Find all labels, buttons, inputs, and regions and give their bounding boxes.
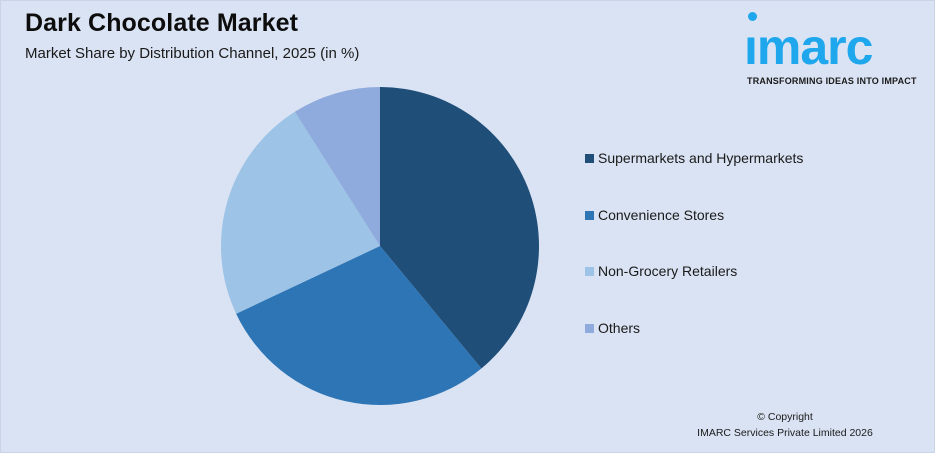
legend-swatch-icon [585, 323, 594, 333]
copyright-line-2: IMARC Services Private Limited 2026 [697, 427, 873, 439]
imarc-logo: ımarc TRANSFORMING IDEAS INTO IMPACT [744, 8, 924, 90]
legend-swatch-icon [585, 266, 594, 276]
logo-tagline: TRANSFORMING IDEAS INTO IMPACT [747, 76, 917, 86]
legend-label: Convenience Stores [598, 207, 725, 223]
pie-slice-others [294, 87, 380, 246]
logo-wordmark: ımarc [744, 19, 873, 75]
pie-slice-convenience-stores [236, 246, 482, 405]
legend-swatch-icon [585, 153, 594, 163]
legend-label: Others [598, 320, 641, 336]
pie-slice-supermarkets-and-hypermarkets [380, 87, 539, 369]
legend-item: Supermarkets and Hypermarkets [585, 150, 803, 166]
logo-dot-icon [748, 12, 757, 21]
legend-label: Non-Grocery Retailers [598, 263, 738, 279]
legend-item: Convenience Stores [585, 207, 724, 223]
pie-chart [220, 87, 539, 405]
chart-title: Dark Chocolate Market [25, 9, 299, 37]
legend-item: Others [585, 320, 640, 336]
pie-slice-non-grocery-retailers [220, 111, 380, 314]
legend-item: Non-Grocery Retailers [585, 263, 737, 279]
copyright-notice: © Copyright IMARC Services Private Limit… [635, 409, 935, 441]
legend-label: Supermarkets and Hypermarkets [598, 150, 804, 166]
chart-subtitle: Market Share by Distribution Channel, 20… [25, 45, 360, 62]
copyright-line-1: © Copyright [757, 411, 813, 423]
legend-swatch-icon [585, 210, 594, 220]
